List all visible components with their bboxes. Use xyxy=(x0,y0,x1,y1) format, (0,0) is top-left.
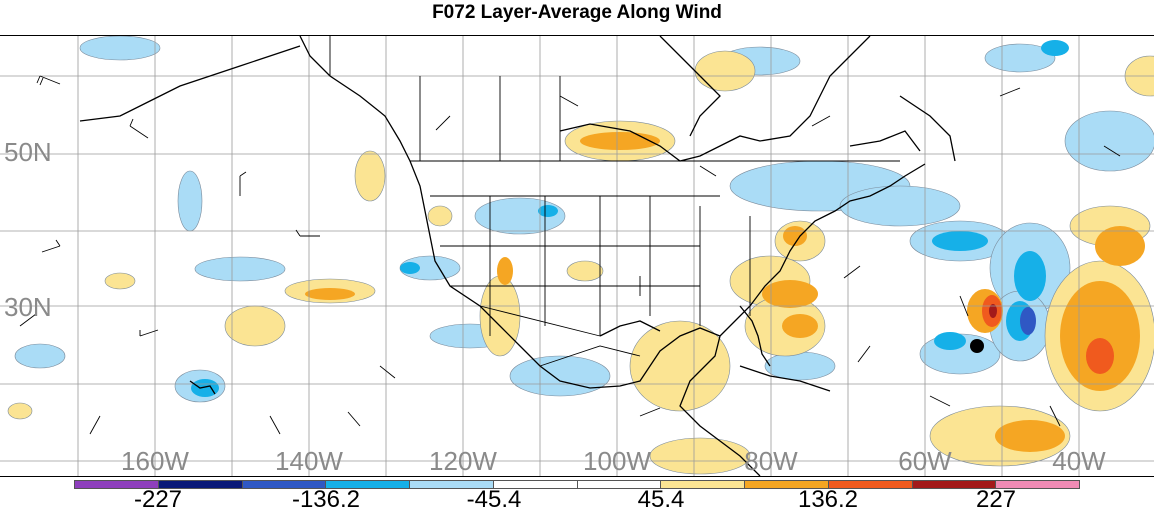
map-canvas xyxy=(0,36,1154,476)
positive-shading xyxy=(7,50,1154,475)
colorbar-segment xyxy=(996,481,1079,488)
colorbar-segment xyxy=(493,481,578,488)
colorbar-label: 136.2 xyxy=(797,486,859,513)
colorbar-segment xyxy=(158,481,243,488)
colorbar-segment xyxy=(912,481,997,488)
lon-label-120w: 120W xyxy=(429,446,497,476)
colorbar-segment xyxy=(410,481,494,488)
negative-shading-core xyxy=(1020,307,1036,335)
colorbar xyxy=(74,480,1080,489)
colorbar-label: -136.2 xyxy=(291,486,361,513)
positive-shading-strong xyxy=(305,132,1145,452)
lat-label-30n: 30N xyxy=(4,292,52,322)
colorbar-segment xyxy=(661,481,745,488)
colorbar-label: -227 xyxy=(133,486,183,513)
colorbar-segment xyxy=(828,481,913,488)
storm-center-marker xyxy=(970,339,984,353)
lat-lon-grid xyxy=(0,36,1154,476)
lon-label-60w: 60W xyxy=(898,446,952,476)
colorbar-label: 45.4 xyxy=(637,486,685,513)
wind-barbs xyxy=(19,75,1121,435)
weather-map xyxy=(0,35,1154,477)
colorbar-segment xyxy=(326,481,410,488)
coastlines xyxy=(79,36,956,476)
colorbar-label: -45.4 xyxy=(466,486,522,513)
colorbar-label: 227 xyxy=(975,486,1017,513)
lon-label-80w: 80W xyxy=(744,446,798,476)
lon-label-160w: 160W xyxy=(121,446,189,476)
colorbar-segment xyxy=(745,481,829,488)
political-boundaries xyxy=(329,36,900,367)
colorbar-segment xyxy=(75,481,159,488)
lon-label-40w: 40W xyxy=(1052,446,1106,476)
lat-label-50n: 50N xyxy=(4,137,52,167)
colorbar-segment xyxy=(242,481,327,488)
map-title: F072 Layer-Average Along Wind xyxy=(432,2,722,23)
positive-shading-peak xyxy=(989,304,997,318)
lon-label-140w: 140W xyxy=(275,446,343,476)
colorbar-segment xyxy=(577,481,662,488)
lon-label-100w: 100W xyxy=(583,446,651,476)
